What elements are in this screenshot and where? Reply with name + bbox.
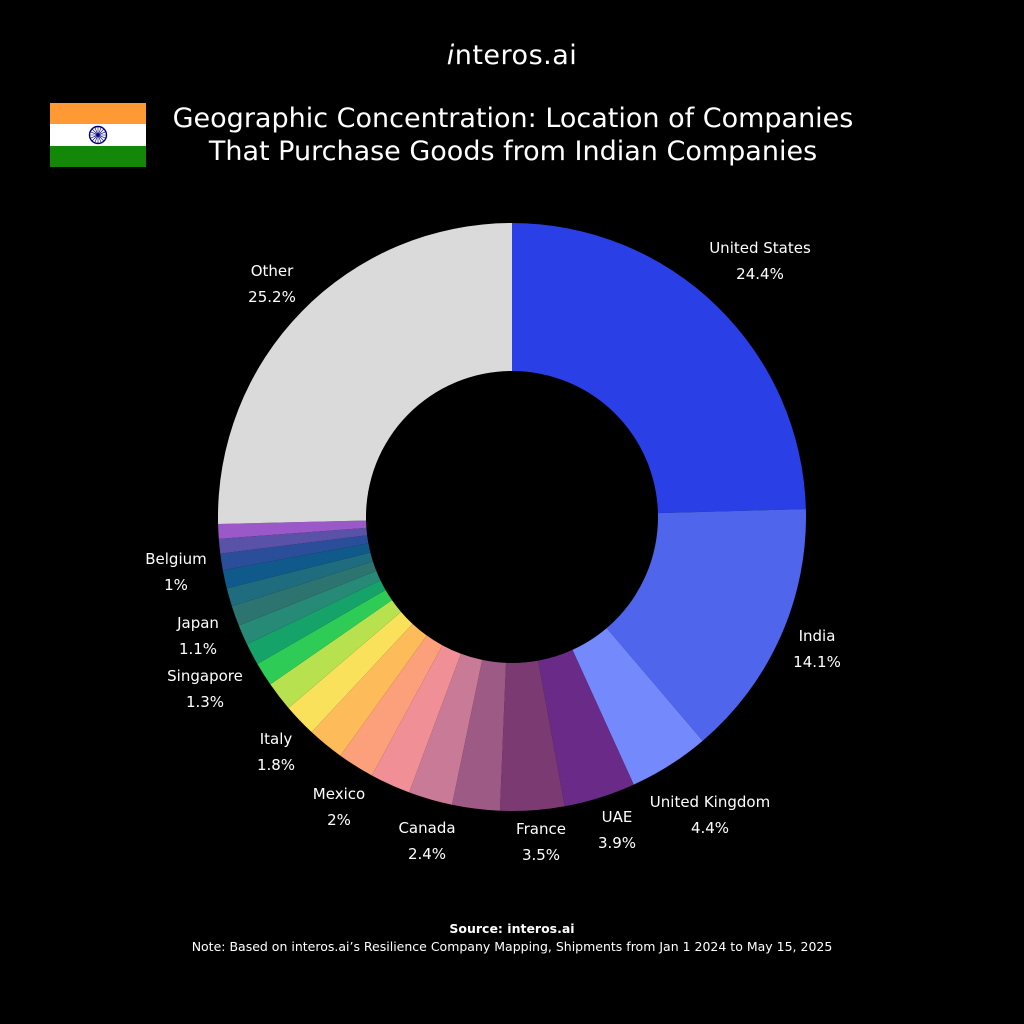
slice-label-united-kingdom: United Kingdom [650,793,770,811]
india-flag-icon [50,103,146,167]
flag-saffron-band [50,103,146,125]
chart-title: Geographic Concentration: Location of Co… [148,102,878,168]
slice-value-italy: 1.8% [257,756,295,774]
slice-value-france: 3.5% [522,846,560,864]
slice-label-italy: Italy [260,730,293,748]
slice-singapore [257,590,392,685]
slice-japan [238,570,381,645]
source-text: Source: interos.ai [449,921,575,936]
donut-slices [218,223,806,812]
logo-text: nteros.ai [454,40,578,71]
slice-unlabeled-7 [371,645,461,793]
slice-label-united-states: United States [709,239,811,257]
slice-label-uae: UAE [602,808,633,826]
slice-unlabeled-18 [220,535,369,571]
chart-title-line-1: Geographic Concentration: Location of Co… [172,103,854,134]
interos-logo: interos.ai [0,40,1024,71]
slice-mexico [340,635,443,776]
slice-value-singapore: 1.3% [186,693,224,711]
slice-unlabeled-11 [270,600,402,708]
slice-unlabeled-19 [218,527,368,554]
slice-value-uae: 3.9% [598,834,636,852]
slice-label-india: India [799,627,836,645]
chart-title-line-2: That Purchase Goods from Indian Companie… [208,136,818,167]
slice-value-united-kingdom: 4.4% [691,819,729,837]
flag-green-band [50,145,146,167]
slice-canada [409,653,483,805]
slice-belgium [222,543,371,589]
slice-value-india: 14.1% [793,653,841,671]
slice-label-canada: Canada [398,819,455,837]
slice-value-other: 25.2% [248,288,296,306]
logo-prefix: i [446,40,455,71]
slice-value-mexico: 2% [327,811,351,829]
slice-india [606,509,806,741]
slice-italy [288,611,413,733]
slice-unlabeled-5 [451,659,506,811]
slice-label-other: Other [251,262,294,280]
ashoka-chakra-icon [88,125,108,145]
slice-value-japan: 1.1% [179,640,217,658]
slice-unlabeled-20 [218,520,367,539]
slice-france [499,660,565,812]
slice-united-kingdom [572,628,703,785]
slice-unlabeled-15 [231,561,377,626]
slice-value-united-states: 24.4% [736,265,784,283]
slice-label-france: France [516,820,566,838]
slice-united-states [512,223,806,514]
slice-unlabeled-16 [226,552,373,607]
slice-label-singapore: Singapore [167,667,243,685]
note-text: Note: Based on interos.ai’s Resilience C… [191,939,833,954]
slice-other [218,223,513,524]
slice-label-belgium: Belgium [145,550,207,568]
donut-labels: United States 24.4% India 14.1% United Kingd… [145,239,841,864]
slice-unlabeled-13 [246,580,386,664]
slice-value-canada: 2.4% [408,845,446,863]
slice-uae [538,649,634,807]
slice-value-belgium: 1% [164,576,188,594]
slice-label-mexico: Mexico [313,785,365,803]
slice-label-japan: Japan [176,614,219,632]
slice-unlabeled-9 [311,623,427,756]
